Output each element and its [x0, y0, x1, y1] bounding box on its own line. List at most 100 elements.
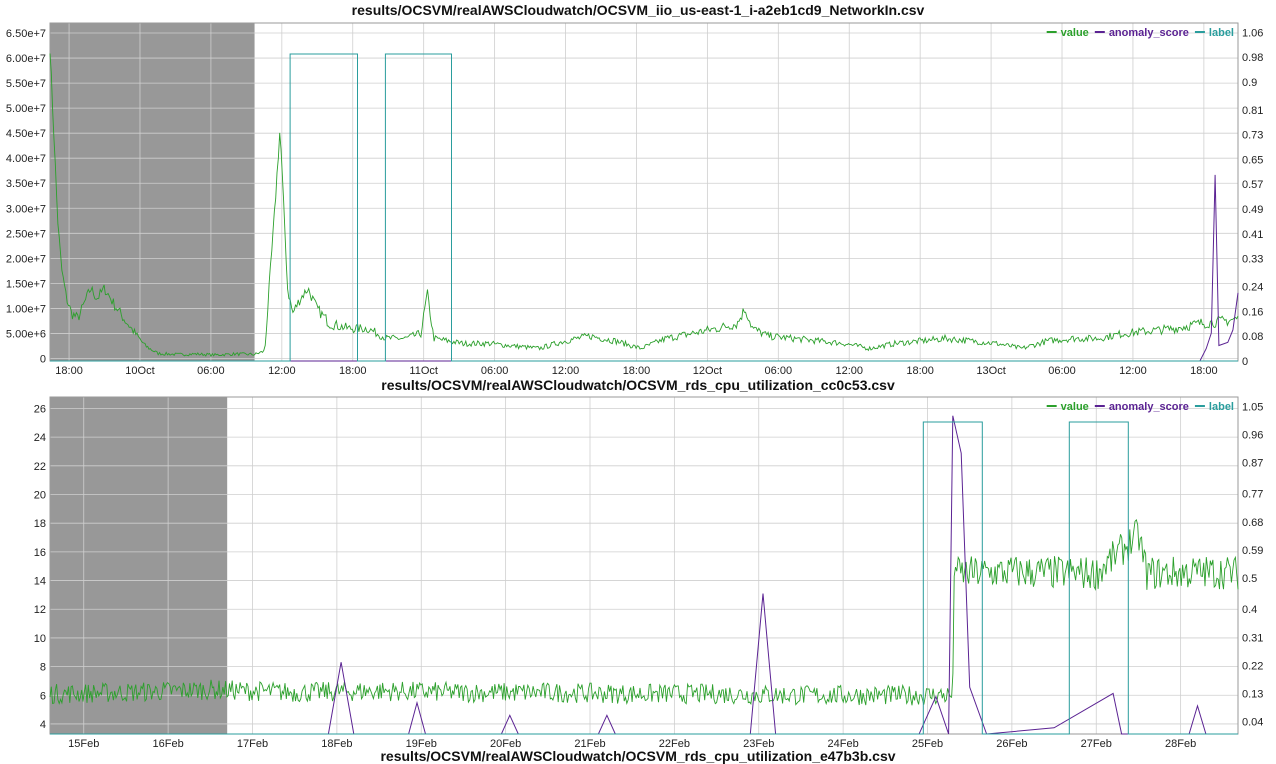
chart-2-y-left-tick-label: 6	[40, 690, 46, 702]
chart-1-y-left-tick-label: 5.00e+7	[6, 103, 46, 115]
chart-2-x-tick-label: 28Feb	[1165, 738, 1196, 750]
chart-2-y-left-tick-label: 14	[34, 576, 46, 588]
chart-2-y-left-tick-label: 26	[34, 403, 46, 415]
chart-2-y-right-tick-label: 0.31	[1242, 632, 1263, 644]
chart-1-x-tick-label: 06:00	[765, 365, 793, 377]
chart-2-y-right-tick-label: 0.59	[1242, 545, 1263, 557]
chart-1-y-right-tick-label: 0.49	[1242, 204, 1263, 216]
chart-2-plot: 15Feb 16Feb 17Feb 18Feb 19Feb 20Feb 21Feb 22Feb…	[34, 396, 1263, 750]
chart-2-y-left-tick-label: 18	[34, 518, 46, 530]
chart-1-legend-label-value: value	[1061, 27, 1089, 39]
chart-1-y-right-tick-label: 0.16	[1242, 306, 1263, 318]
chart-1-x-tick-label: 11Oct	[409, 365, 438, 377]
chart-1-y-left-tick-label: 2.00e+7	[6, 253, 46, 265]
chart-1-x-tick-label: 12:00	[1119, 365, 1147, 377]
chart-2-x-tick-label: 21Feb	[574, 738, 605, 750]
chart-title-3: results/OCSVM/realAWSCloudwatch/OCSVM_rd…	[380, 748, 896, 764]
chart-1-x-tick-label: 12:00	[835, 365, 863, 377]
chart-1-y-left-tick-label: 5.00e+6	[6, 328, 46, 340]
chart-2-y-right-tick-label: 0.96	[1242, 429, 1263, 441]
chart-1-y-left-tick-label: 3.00e+7	[6, 203, 46, 215]
chart-2-x-tick-label: 27Feb	[1081, 738, 1112, 750]
chart-2-y-right-tick-label: 0.68	[1242, 517, 1263, 529]
chart-2-x-tick-label: 22Feb	[659, 738, 690, 750]
chart-1-y-left-tick-label: 0	[40, 353, 46, 365]
chart-2-x-tick-label: 26Feb	[996, 738, 1027, 750]
chart-2-shaded-region	[50, 397, 228, 734]
chart-2-plot-frame	[49, 396, 1239, 735]
chart-2-x-tick-label: 24Feb	[828, 738, 859, 750]
chart-1-x-tick-label: 18:00	[339, 365, 367, 377]
chart-1-y-right-tick-label: 0.9	[1242, 77, 1257, 89]
chart-1-y-left-tick-label: 1.50e+7	[6, 278, 46, 290]
chart-2-series-value-line	[49, 519, 1239, 706]
chart-1-x-tick-label: 12:00	[552, 365, 580, 377]
chart-2-y-right-tick-label: 0.87	[1242, 458, 1263, 470]
chart-1-x-tick-label: 18:00	[906, 365, 934, 377]
chart-1-y-right-tick-label: 0.57	[1242, 179, 1263, 191]
chart-1-y-left-tick-label: 4.50e+7	[6, 128, 46, 140]
chart-1-y-left-tick-label: 5.50e+7	[6, 78, 46, 90]
chart-2-y-left-tick-label: 22	[34, 461, 46, 473]
chart-1-y-left-tick-label: 4.00e+7	[6, 153, 46, 165]
chart-2-y-left-tick-label: 24	[34, 432, 46, 444]
chart-1-x-tick-label: 12:00	[268, 365, 296, 377]
chart-1-series-label-line	[50, 53, 1238, 362]
chart-2-y-right-tick-label: 0.77	[1242, 489, 1263, 501]
chart-2-y-right-tick-label: 0.22	[1242, 660, 1263, 672]
chart-2-y-left-tick-label: 4	[40, 719, 46, 731]
chart-1-y-right-tick-label: 0.65	[1242, 154, 1263, 166]
chart-2-y-left-tick-label: 16	[34, 547, 46, 559]
chart-2-y-right-tick-label: 1.05	[1242, 401, 1263, 413]
chart-2-x-tick-label: 25Feb	[912, 738, 943, 750]
chart-2-series-anomaly-score-line	[50, 415, 1238, 735]
chart-title-2: results/OCSVM/realAWSCloudwatch/OCSVM_rd…	[381, 377, 895, 393]
chart-1-series-anomaly-score-line	[50, 174, 1239, 362]
chart-1-x-tick-label: 18:00	[623, 365, 651, 377]
chart-1-x-tick-label: 06:00	[481, 365, 509, 377]
chart-2-legend-label-label: label	[1209, 401, 1234, 413]
chart-2-y-left-tick-label: 20	[34, 490, 46, 502]
chart-1-y-left-tick-label: 1.00e+7	[6, 303, 46, 315]
chart-1-y-right-tick-label: 0.98	[1242, 52, 1263, 64]
chart-title-1: results/OCSVM/realAWSCloudwatch/OCSVM_ii…	[351, 2, 925, 18]
chart-2-y-right-tick-label: 0.5	[1242, 573, 1257, 585]
chart-2-y-right-tick-label: 0.4	[1242, 604, 1257, 616]
chart-1-y-right-tick-label: 0	[1242, 356, 1248, 368]
chart-1-y-right-tick-label: 0.33	[1242, 254, 1263, 266]
chart-1-y-right-tick-label: 0.08	[1242, 331, 1263, 343]
chart-1-y-right-tick-label: 0.81	[1242, 105, 1263, 117]
chart-1-x-tick-label: 12Oct	[693, 365, 722, 377]
chart-2-y-left-tick-label: 8	[40, 662, 46, 674]
chart-2-y-right-tick-label: 0.13	[1242, 688, 1263, 700]
chart-2-x-tick-label: 23Feb	[743, 738, 774, 750]
chart-1-y-right-tick-label: 0.73	[1242, 130, 1263, 142]
chart-2-x-tick-label: 20Feb	[490, 738, 521, 750]
chart-1-series-value-line	[49, 53, 1239, 358]
chart-2-legend-label-value: value	[1061, 401, 1089, 413]
chart-1-legend-label-label: label	[1209, 27, 1234, 39]
chart-1-y-left-tick-label: 2.50e+7	[6, 228, 46, 240]
chart-1-y-right-tick-label: 1.06	[1242, 27, 1263, 39]
chart-1-plot: 18:00 10Oct 06:00 12:00 18:00 11Oct 06:00 12:00…	[6, 22, 1263, 377]
chart-1-legend-label-anomaly-score: anomaly_score	[1109, 27, 1189, 39]
chart-1-x-tick-label: 13Oct	[976, 365, 1005, 377]
chart-2-x-tick-label: 16Feb	[153, 738, 184, 750]
chart-1-shaded-region	[50, 23, 255, 361]
chart-1-y-right-tick-label: 0.41	[1242, 229, 1263, 241]
chart-2-x-tick-label: 15Feb	[68, 738, 99, 750]
chart-2-y-left-tick-label: 10	[34, 633, 46, 645]
chart-2-y-right-tick-label: 0.04	[1242, 717, 1263, 729]
chart-1-y-left-tick-label: 6.50e+7	[6, 28, 46, 40]
chart-1-x-tick-label: 10Oct	[125, 365, 154, 377]
chart-1-x-tick-label: 18:00	[1190, 365, 1218, 377]
chart-1-x-tick-label: 06:00	[197, 365, 225, 377]
chart-1-y-left-tick-label: 6.00e+7	[6, 53, 46, 65]
chart-2-legend-label-anomaly-score: anomaly_score	[1109, 401, 1189, 413]
chart-1-y-right-tick-label: 0.24	[1242, 282, 1263, 294]
chart-2-series-label-line	[50, 421, 1238, 735]
chart-1-x-tick-label: 06:00	[1048, 365, 1076, 377]
chart-1-x-tick-label: 18:00	[55, 365, 83, 377]
chart-2-x-tick-label: 19Feb	[406, 738, 437, 750]
chart-2-x-tick-label: 17Feb	[237, 738, 268, 750]
